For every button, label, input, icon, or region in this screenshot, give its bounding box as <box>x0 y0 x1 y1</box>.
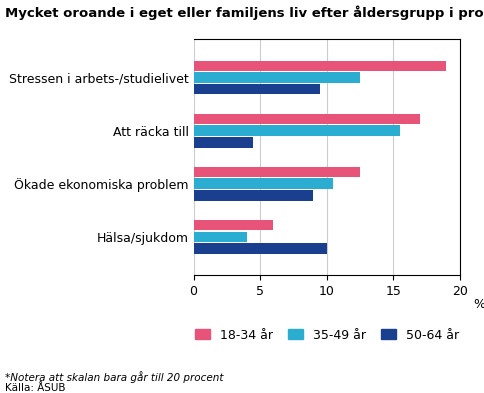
Bar <box>194 61 446 71</box>
Bar <box>194 231 247 242</box>
Bar <box>194 190 314 201</box>
Bar <box>194 72 360 83</box>
Bar <box>194 178 333 189</box>
Text: Källa: ÅSUB: Källa: ÅSUB <box>5 383 65 393</box>
Bar <box>194 167 360 177</box>
Bar <box>194 243 327 254</box>
Bar <box>194 137 254 148</box>
Bar <box>194 114 420 124</box>
Bar <box>194 84 320 94</box>
Bar <box>194 125 400 136</box>
Legend: 18-34 år, 35-49 år, 50-64 år: 18-34 år, 35-49 år, 50-64 år <box>190 324 464 347</box>
Text: %: % <box>473 298 484 311</box>
Text: Mycket oroande i eget eller familjens liv efter åldersgrupp i procent*, N = 314: Mycket oroande i eget eller familjens li… <box>5 6 484 20</box>
Text: *Notera att skalan bara går till 20 procent: *Notera att skalan bara går till 20 proc… <box>5 371 223 383</box>
Bar <box>194 220 273 230</box>
